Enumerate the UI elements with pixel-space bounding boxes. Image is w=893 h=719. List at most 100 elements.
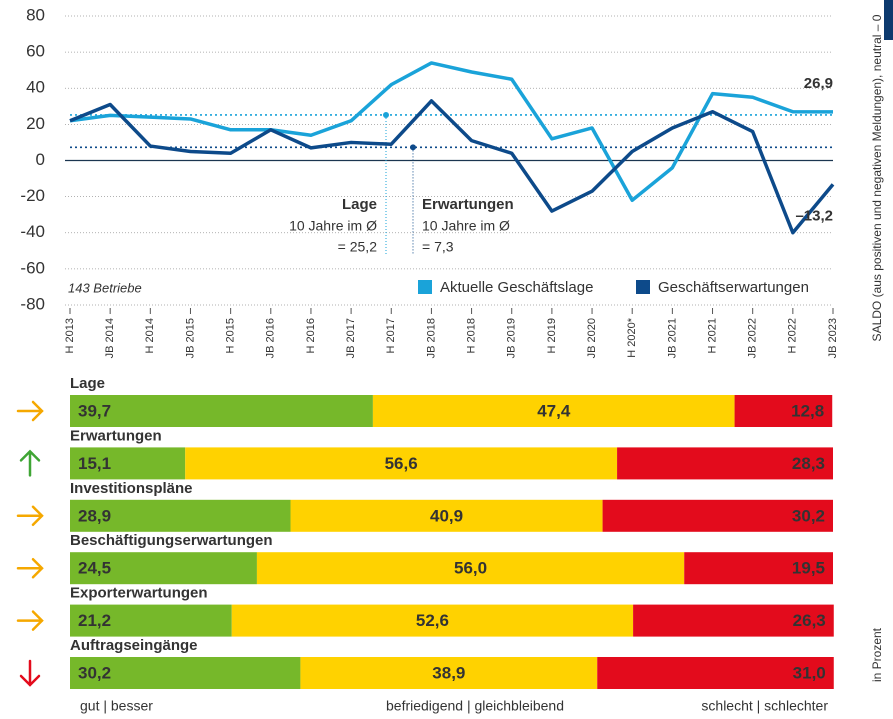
trend-arrow	[16, 557, 44, 579]
bar-segment	[734, 395, 833, 427]
category-label: Beschäftigungserwartungen	[70, 532, 273, 549]
x-tick-label: H 2018	[465, 318, 477, 353]
value-label: 56,6	[385, 454, 418, 473]
x-tick-label: H 2016	[305, 318, 317, 353]
value-label: 30,2	[78, 663, 111, 682]
bar-segment	[185, 447, 618, 480]
category-label: Auftragseingänge	[70, 637, 198, 654]
x-tick-label: JB 2020	[586, 318, 598, 358]
bar-segment	[70, 395, 373, 427]
bar-segment	[70, 447, 186, 480]
x-tick-label: JB 2014	[104, 318, 116, 358]
value-label: 15,1	[78, 454, 111, 473]
value-label: 26,3	[793, 611, 826, 630]
value-label: 21,2	[78, 611, 111, 630]
x-tick-label: H 2019	[546, 318, 558, 353]
trend-arrow	[19, 449, 41, 477]
value-label: 28,3	[792, 454, 825, 473]
value-label: 28,9	[78, 506, 111, 525]
bar-segment	[70, 499, 291, 532]
x-tick-label: JB 2016	[265, 318, 277, 358]
category-label: Exporterwartungen	[70, 585, 208, 602]
bar-segment	[617, 447, 833, 480]
x-tick-label: H 2022	[787, 318, 799, 353]
x-tick-label: H 2020*	[626, 317, 638, 357]
legend-label: Geschäftserwartungen	[658, 279, 809, 296]
y-tick-label: 60	[26, 42, 45, 61]
y-tick-label: -60	[20, 258, 45, 277]
x-tick-label: JB 2022	[747, 318, 759, 358]
trend-arrow	[16, 610, 44, 631]
bar-segment	[633, 604, 834, 637]
y-tick-label: -40	[20, 222, 45, 241]
y-tick-label: -80	[20, 294, 45, 313]
bar-segment	[70, 604, 232, 637]
category-label: Lage	[70, 375, 105, 392]
bar-segment	[684, 552, 833, 585]
value-label: 12,8	[791, 401, 824, 420]
y-axis-label: SALDO (aus positiven und negativen Meldu…	[870, 14, 884, 341]
average-title: Erwartungen	[422, 196, 514, 213]
y-tick-label: 40	[26, 78, 45, 97]
y-tick-label: 0	[36, 150, 45, 169]
trend-arrow	[16, 400, 44, 422]
bar-segment	[70, 657, 301, 689]
x-tick-label: H 2014	[144, 318, 156, 353]
value-label: 47,4	[537, 401, 571, 420]
series-line	[69, 61, 834, 202]
legend-label: befriedigend | gleichbleibend	[386, 698, 564, 714]
y-tick-label: 20	[26, 114, 45, 133]
average-dot	[383, 111, 389, 118]
bar-segment	[372, 395, 735, 427]
legend-label: gut | besser	[80, 698, 153, 714]
x-tick-label: JB 2017	[345, 318, 357, 358]
value-label: 39,7	[78, 401, 111, 420]
value-label: 24,5	[78, 559, 111, 578]
value-label: 40,9	[430, 506, 463, 525]
value-label: 31,0	[793, 663, 826, 682]
legend-label: Aktuelle Geschäftslage	[440, 279, 593, 296]
x-tick-label: JB 2018	[425, 318, 437, 358]
bar-segment	[290, 499, 603, 532]
value-label: 30,2	[792, 506, 825, 525]
average-text: 10 Jahre im Ø	[422, 218, 510, 234]
bar-segment	[300, 657, 598, 689]
y-tick-label: -20	[20, 186, 45, 205]
x-tick-label: JB 2023	[827, 318, 839, 358]
x-tick-label: H 2017	[385, 318, 397, 353]
value-label: 52,6	[416, 611, 449, 630]
bar-segment	[597, 657, 834, 689]
value-label: 26,9	[804, 75, 833, 92]
value-label: 56,0	[454, 559, 487, 578]
average-label: = 25,2	[338, 239, 378, 255]
note: 143 Betriebe	[68, 280, 142, 295]
average-text: 10 Jahre im Ø	[289, 218, 377, 234]
category-label: Erwartungen	[70, 427, 162, 444]
corner-tab	[884, 0, 893, 40]
x-tick-label: H 2021	[706, 318, 718, 353]
legend-swatch	[636, 280, 650, 294]
bar-segment	[231, 604, 634, 637]
average-dot	[410, 144, 416, 151]
value-label: –13,2	[795, 207, 833, 224]
category-label: Investitionspläne	[70, 480, 193, 497]
x-tick-label: JB 2015	[184, 318, 196, 358]
bar-segment	[602, 499, 833, 532]
legend-label: schlecht | schlechter	[701, 698, 828, 714]
x-tick-label: JB 2019	[506, 318, 518, 358]
average-label: = 7,3	[422, 239, 454, 255]
bar-segment	[256, 552, 685, 585]
trend-arrow	[19, 659, 41, 687]
x-tick-label: H 2013	[64, 318, 76, 353]
y-tick-label: 80	[26, 5, 45, 24]
value-label: 38,9	[432, 663, 465, 682]
trend-arrow	[16, 505, 44, 527]
bar-segment	[70, 552, 257, 585]
legend-swatch	[418, 280, 432, 294]
unit-label: in Prozent	[870, 627, 884, 682]
value-label: 19,5	[792, 559, 825, 578]
series-line	[69, 99, 835, 235]
x-tick-label: JB 2021	[666, 318, 678, 358]
x-tick-label: H 2015	[225, 318, 237, 353]
